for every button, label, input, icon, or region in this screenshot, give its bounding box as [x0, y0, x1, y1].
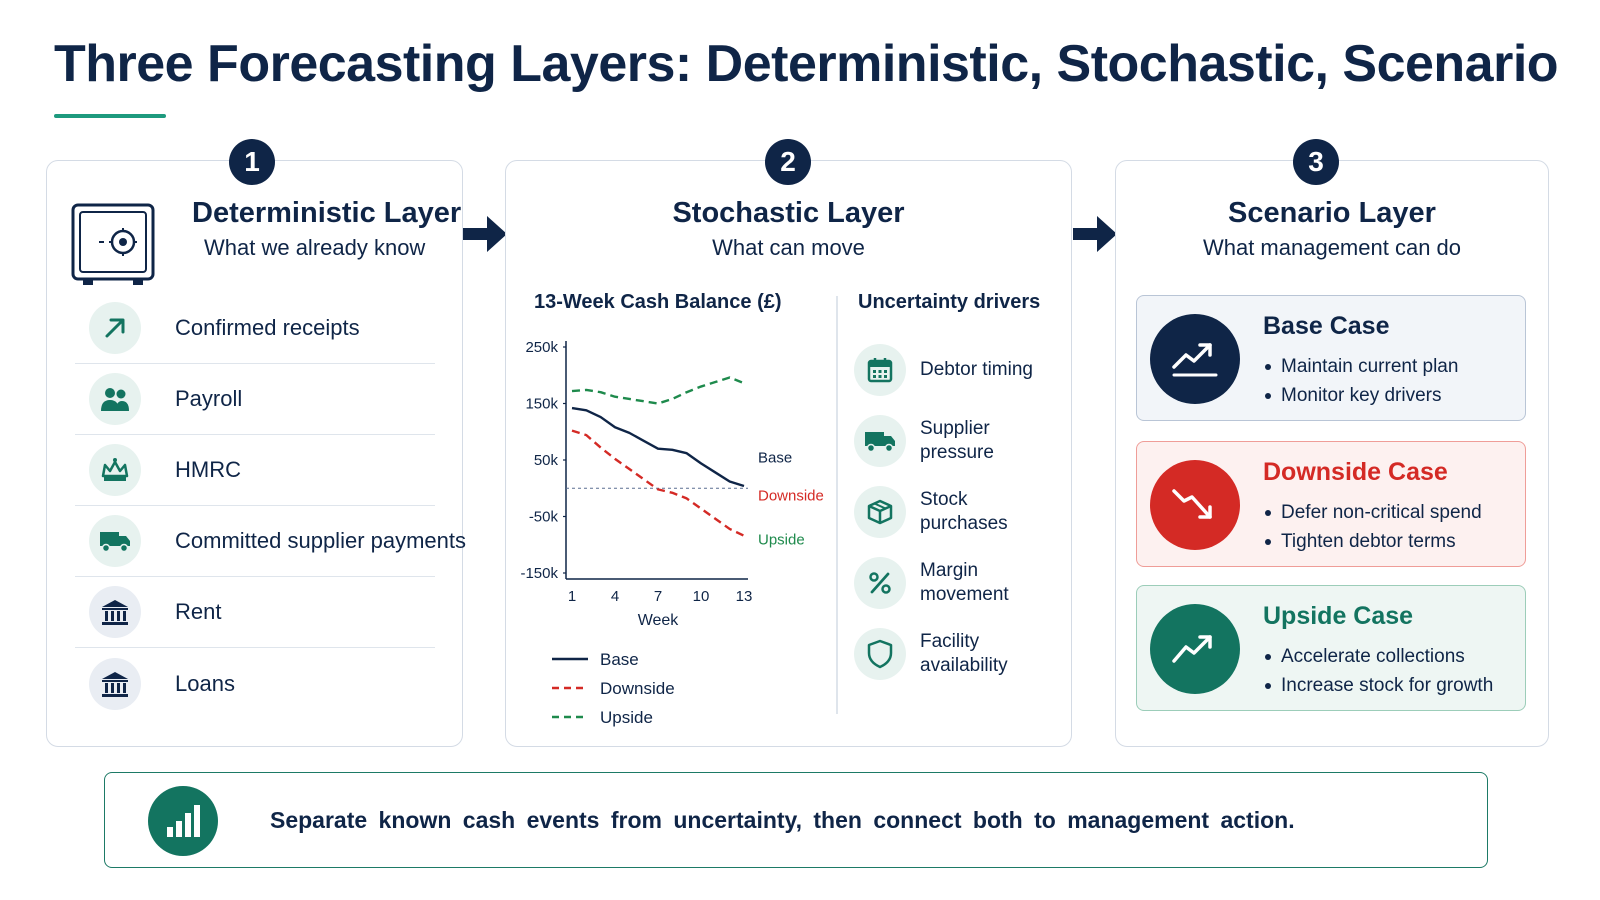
- bar-chart-icon: [148, 786, 218, 856]
- series-line-upside: [571, 376, 745, 405]
- known-item-label: HMRC: [175, 457, 241, 482]
- deterministic-title: Deterministic Layer: [192, 197, 462, 229]
- driver-label: Debtor timing: [920, 358, 1033, 380]
- driver-item: Debtor timing: [854, 334, 1064, 405]
- step-badge-2: 2: [765, 139, 811, 185]
- known-item: Confirmed receipts: [75, 293, 435, 364]
- trend-down-icon: [1150, 460, 1240, 550]
- scenario-subtitle: What management can do: [1202, 235, 1462, 260]
- case-title: Downside Case: [1263, 458, 1448, 486]
- x-axis-label: Week: [638, 612, 680, 629]
- step-badge-3: 3: [1293, 139, 1339, 185]
- x-tick-label: 4: [611, 588, 619, 605]
- base-case-card: Base Case Maintain current plan Monitor …: [1136, 295, 1526, 421]
- page-title: Three Forecasting Layers: Deterministic,…: [54, 35, 1559, 93]
- known-item: Committed supplier payments: [75, 506, 466, 577]
- stochastic-subtitle: What can move: [712, 235, 865, 260]
- known-items-list: Confirmed receipts Payroll HMRC Committe…: [75, 293, 466, 719]
- y-tick-label: 250k: [525, 339, 558, 356]
- deterministic-layer-panel: 1 Deterministic Layer What we already kn…: [46, 139, 466, 747]
- panel-divider: [836, 296, 838, 714]
- title-underline: [54, 114, 166, 118]
- driver-label: Facility availability: [920, 630, 1008, 676]
- flow-arrow-icon: [463, 216, 507, 252]
- case-bullet: Tighten debtor terms: [1263, 527, 1482, 556]
- bank-icon: [89, 586, 141, 638]
- shield-icon: [854, 627, 906, 680]
- flow-arrow-icon: [1073, 216, 1117, 252]
- trend-up-icon: [1150, 314, 1240, 404]
- case-bullet: Defer non-critical spend: [1263, 498, 1482, 527]
- case-bullet: Maintain current plan: [1263, 352, 1458, 381]
- legend-label: Upside: [600, 708, 653, 727]
- case-bullet: Monitor key drivers: [1263, 381, 1458, 410]
- people-icon: [89, 373, 141, 425]
- percent-icon: [854, 556, 906, 609]
- legend-label: Downside: [600, 679, 675, 698]
- safe-icon: [69, 201, 157, 289]
- deterministic-subtitle: What we already know: [204, 235, 426, 260]
- case-bullets: Accelerate collections Increase stock fo…: [1263, 642, 1493, 700]
- known-item: Rent: [75, 577, 435, 648]
- crown-icon: [89, 444, 141, 496]
- known-item-label: Rent: [175, 599, 222, 624]
- known-item-label: Loans: [175, 670, 235, 696]
- driver-label: Margin movement: [920, 559, 1009, 605]
- series-line-base: [571, 406, 745, 488]
- y-tick-label: 150k: [525, 396, 558, 413]
- series-end-label: Downside: [758, 487, 824, 504]
- driver-item: Supplier pressure: [854, 405, 1064, 476]
- calendar-icon: [854, 343, 906, 396]
- y-tick-label: -150k: [520, 565, 558, 582]
- drivers-list: Debtor timing Supplier pressure Stock pu…: [854, 334, 1064, 689]
- case-title: Base Case: [1263, 312, 1390, 340]
- stochastic-layer-panel: 2 Stochastic Layer What can move 13-Week…: [505, 139, 1072, 747]
- truck-icon: [89, 515, 141, 567]
- stochastic-title: Stochastic Layer: [672, 197, 905, 229]
- known-item: Loans: [75, 648, 435, 719]
- series-line-downside: [571, 429, 745, 537]
- legend-label: Base: [600, 650, 639, 669]
- y-tick-label: -50k: [529, 509, 559, 526]
- series-end-label: Upside: [758, 531, 805, 548]
- bank-icon: [89, 657, 141, 710]
- y-tick-label: 50k: [534, 452, 559, 469]
- case-bullets: Defer non-critical spend Tighten debtor …: [1263, 498, 1482, 556]
- x-tick-label: 7: [654, 588, 662, 605]
- downside-case-card: Downside Case Defer non-critical spend T…: [1136, 441, 1526, 567]
- case-title: Upside Case: [1263, 602, 1414, 630]
- case-bullet: Accelerate collections: [1263, 642, 1493, 671]
- known-item: HMRC: [75, 435, 435, 506]
- x-tick-label: 13: [736, 588, 753, 605]
- footer-text: Separate known cash events from uncertai…: [270, 807, 1295, 833]
- truck-icon: [854, 414, 906, 467]
- x-tick-label: 1: [568, 588, 576, 605]
- driver-label: Supplier pressure: [920, 417, 994, 463]
- driver-label: Stock purchases: [920, 488, 1008, 534]
- scenario-title: Scenario Layer: [1228, 197, 1436, 229]
- known-item-label: Committed supplier payments: [175, 528, 467, 553]
- summary-footer: Separate known cash events from uncertai…: [104, 772, 1488, 868]
- arrow-up-right-icon: [89, 302, 141, 354]
- case-bullet: Increase stock for growth: [1263, 671, 1493, 700]
- box-icon: [854, 485, 906, 538]
- drivers-title: Uncertainty drivers: [858, 291, 1041, 313]
- known-item: Payroll: [75, 364, 435, 435]
- chart-title: 13-Week Cash Balance (£): [534, 291, 782, 313]
- scenario-layer-panel: 3 Scenario Layer What management can do …: [1115, 139, 1549, 747]
- upside-case-card: Upside Case Accelerate collections Incre…: [1136, 585, 1526, 711]
- series-end-label: Base: [758, 449, 792, 466]
- driver-item: Facility availability: [854, 618, 1064, 689]
- trend-up-icon: [1150, 604, 1240, 694]
- cash-balance-chart: 250k 150k 50k -50k -150k 1 4 7 10 13 Week Base Downs…: [520, 339, 824, 727]
- step-badge-1: 1: [229, 139, 275, 185]
- case-bullets: Maintain current plan Monitor key driver…: [1263, 352, 1458, 410]
- driver-item: Stock purchases: [854, 476, 1064, 547]
- x-tick-label: 10: [693, 588, 710, 605]
- driver-item: Margin movement: [854, 547, 1064, 618]
- known-item-label: Payroll: [175, 386, 243, 411]
- known-item-label: Confirmed receipts: [175, 315, 360, 340]
